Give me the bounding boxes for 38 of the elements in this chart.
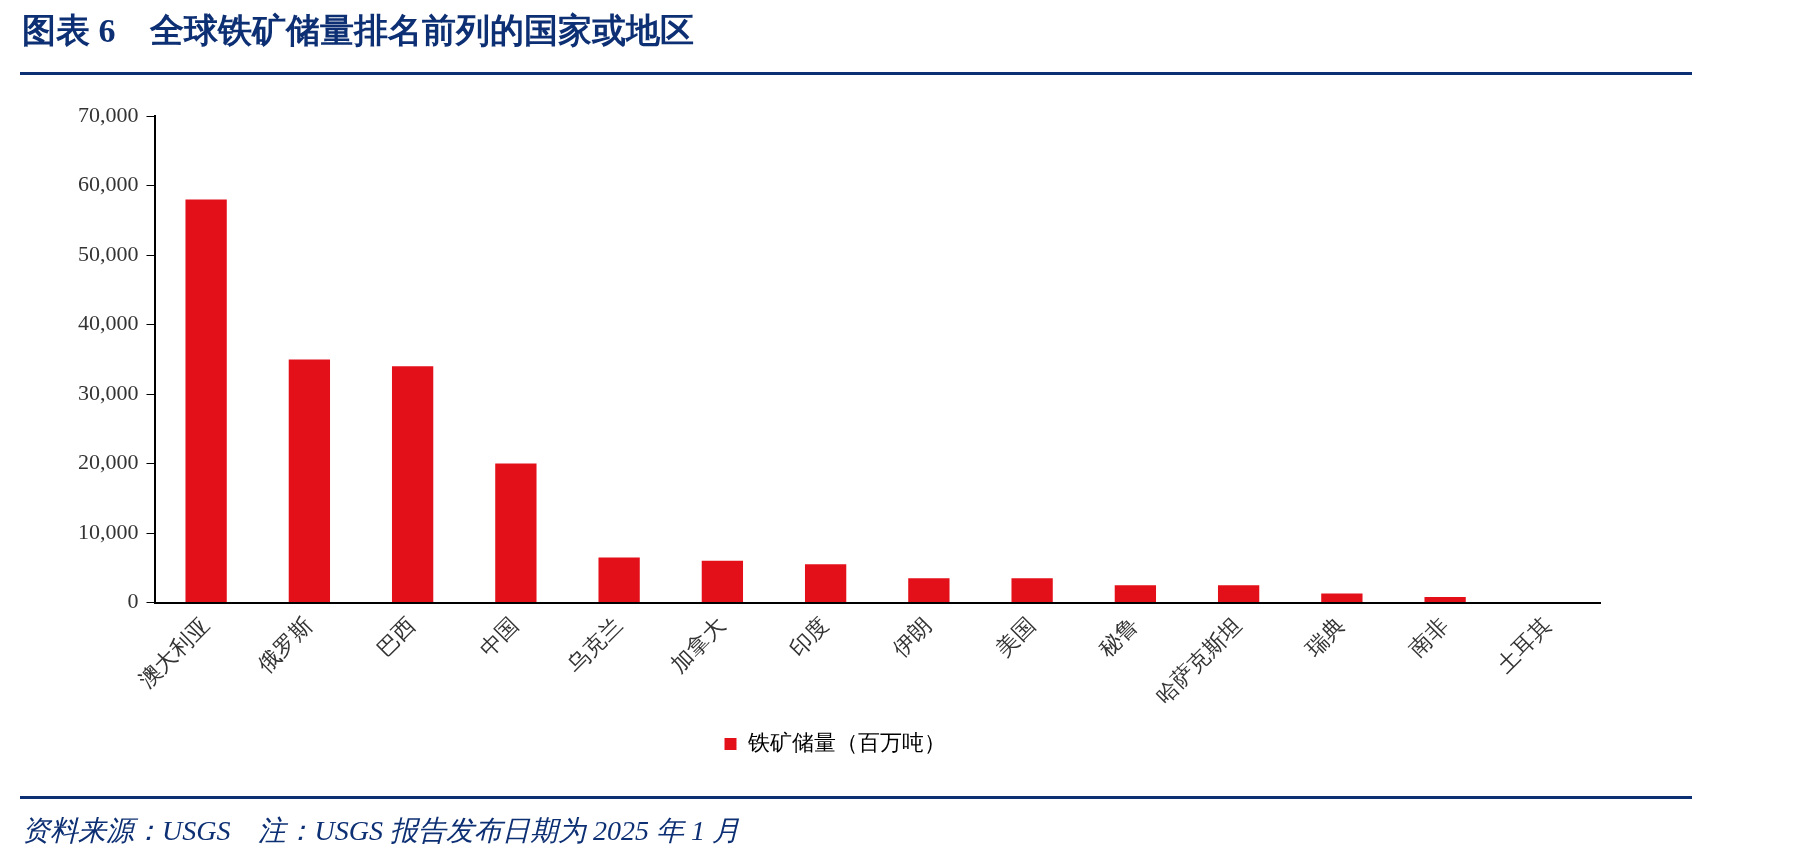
bar	[1217, 585, 1260, 603]
bar	[701, 560, 744, 603]
x-tick-label: 加拿大	[665, 612, 730, 678]
y-tick-label: 10,000	[78, 518, 139, 544]
bar	[908, 578, 950, 603]
x-tick-label: 土耳其	[1491, 612, 1556, 678]
x-tick-label: 俄罗斯	[252, 612, 317, 678]
x-tick-label: 伊朗	[887, 612, 937, 662]
bar	[1424, 596, 1466, 603]
x-tick-label: 秘鲁	[1094, 612, 1143, 662]
x-tick-label: 哈萨克斯坦	[1150, 612, 1247, 709]
x-tick-label: 印度	[784, 612, 834, 662]
y-tick-label: 70,000	[78, 101, 139, 127]
y-tick-label: 40,000	[78, 310, 139, 336]
bar	[598, 557, 640, 603]
bar	[288, 359, 331, 603]
x-tick-label: 南非	[1403, 612, 1453, 662]
y-tick-label: 20,000	[78, 449, 139, 475]
bar	[1011, 578, 1053, 603]
y-tick-label: 50,000	[78, 240, 139, 266]
y-tick-label: 0	[127, 588, 139, 614]
x-tick-label: 瑞典	[1300, 612, 1350, 662]
x-tick-label: 乌克兰	[562, 612, 627, 678]
bar	[185, 199, 227, 603]
text: 资料来源：USGS 注：USGS 报告发布日期为 2025 年 1 月	[22, 814, 740, 848]
x-tick-label: 巴西	[371, 612, 421, 662]
chart-title: 图表 6 全球铁矿储量排名前列的国家或地区	[22, 11, 694, 51]
bar	[495, 463, 537, 603]
x-tick-label: 澳大利亚	[133, 612, 214, 693]
legend-label: 铁矿储量（百万吨）	[746, 729, 946, 755]
bar	[804, 564, 847, 603]
x-tick-label: 美国	[990, 612, 1040, 662]
bar	[1321, 593, 1363, 603]
y-tick-label: 60,000	[78, 171, 139, 197]
y-tick-label: 30,000	[78, 379, 139, 405]
x-tick-label: 中国	[474, 612, 524, 662]
bar	[391, 366, 434, 603]
bar	[1114, 585, 1157, 603]
